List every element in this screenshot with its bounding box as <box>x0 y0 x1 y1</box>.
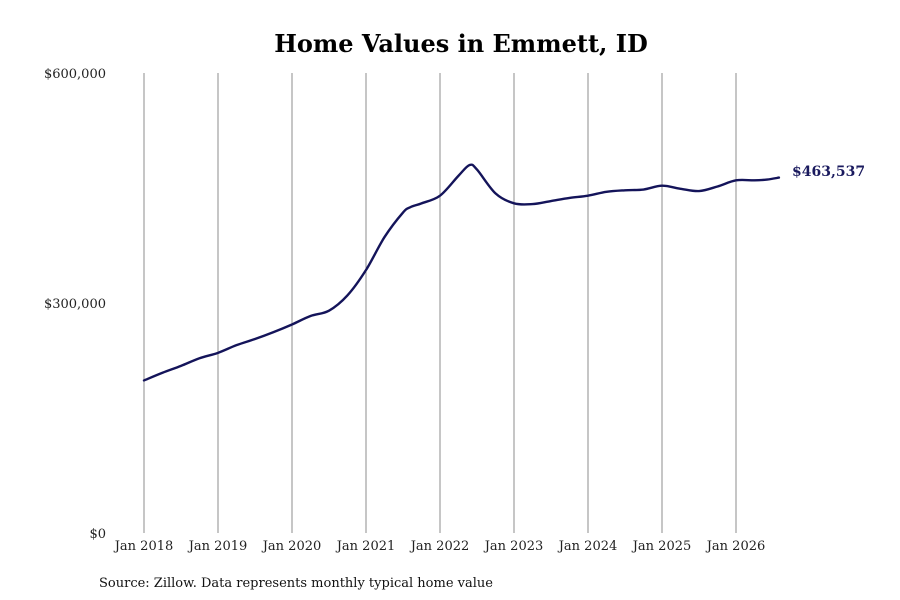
gridlines <box>143 73 737 533</box>
y-tick-label: $0 <box>89 527 106 542</box>
y-axis-ticks: $0 $300,000 $600,000 <box>44 67 106 542</box>
x-tick-label: Jan 2024 <box>557 539 618 554</box>
x-tick-label: Jan 2021 <box>335 539 396 554</box>
y-tick-label: $600,000 <box>44 67 106 82</box>
chart-title: Home Values in Emmett, ID <box>274 29 648 58</box>
x-tick-label: Jan 2019 <box>187 539 248 554</box>
x-tick-label: Jan 2026 <box>705 539 766 554</box>
source-note: Source: Zillow. Data represents monthly … <box>99 576 493 591</box>
x-tick-label: Jan 2023 <box>483 539 544 554</box>
x-tick-label: Jan 2018 <box>113 539 174 554</box>
x-axis-ticks: Jan 2018 Jan 2019 Jan 2020 Jan 2021 Jan 2022… <box>113 539 766 554</box>
latest-value-label: $463,537 <box>792 164 865 180</box>
y-tick-label: $300,000 <box>44 297 106 312</box>
x-tick-label: Jan 2022 <box>409 539 470 554</box>
home-value-series-line <box>142 163 781 382</box>
x-tick-label: Jan 2025 <box>631 539 692 554</box>
x-tick-label: Jan 2020 <box>261 539 322 554</box>
